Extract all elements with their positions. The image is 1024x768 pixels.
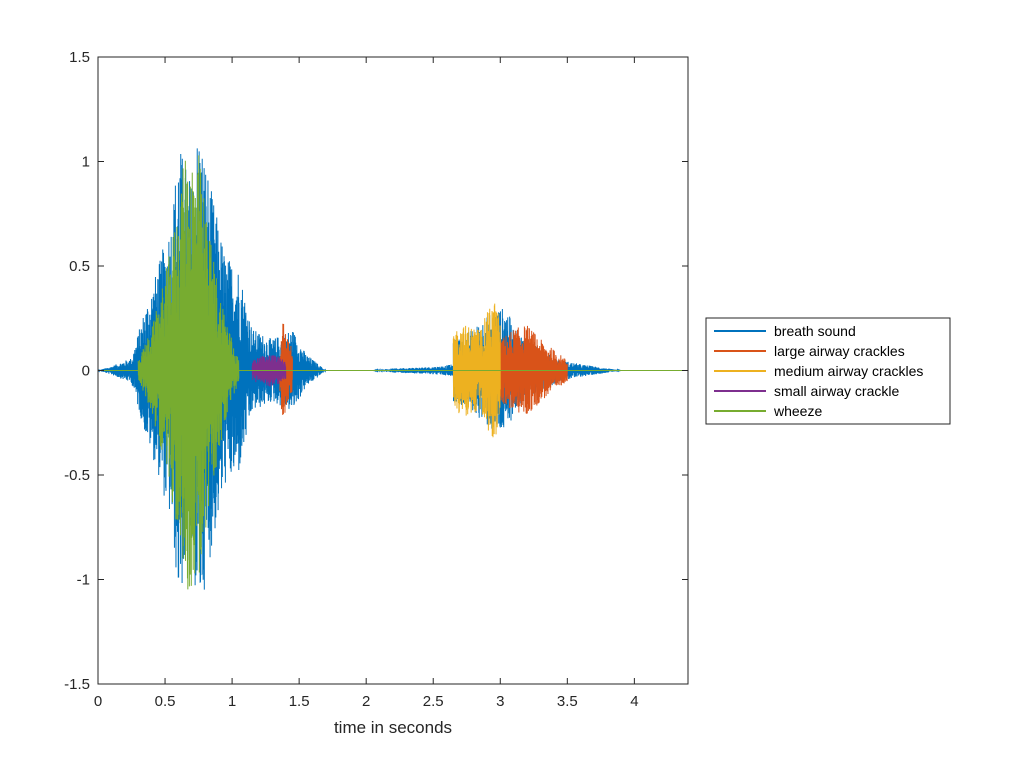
- legend: breath sound large airway crackles medium …: [705, 317, 951, 425]
- x-tick-label: 4: [630, 693, 638, 710]
- x-tick-label: 1: [228, 693, 236, 710]
- legend-entry-label: breath sound: [774, 323, 856, 339]
- y-tick-label: -0.5: [64, 467, 90, 484]
- y-tick-label: 0.5: [69, 258, 90, 275]
- x-tick-label: 0.5: [155, 693, 176, 710]
- x-tick-label: 1.5: [289, 693, 310, 710]
- x-tick-label: 2: [362, 693, 370, 710]
- series-medium-airway-crackles-segment-0: [452, 303, 501, 438]
- y-tick-label: 1.5: [69, 49, 90, 66]
- x-tick-label: 0: [94, 693, 102, 710]
- series-large-airway-crackles-segment-1: [499, 325, 568, 414]
- y-tick-label: -1: [77, 572, 90, 589]
- x-axis-label: time in seconds: [334, 718, 452, 737]
- y-tick-label: 0: [82, 363, 90, 380]
- series-wheeze-segment-0: [137, 155, 240, 590]
- x-tick-label: 3: [496, 693, 504, 710]
- legend-entry-label: medium airway crackles: [774, 363, 923, 379]
- legend-entry-label: wheeze: [773, 403, 822, 419]
- y-tick-label: -1.5: [64, 676, 90, 693]
- legend-entry-label: small airway crackle: [774, 383, 899, 399]
- legend-entry-label: large airway crackles: [774, 343, 905, 359]
- series-large-airway-crackles-segment-0: [278, 323, 293, 415]
- x-tick-label: 2.5: [423, 693, 444, 710]
- x-tick-label: 3.5: [557, 693, 578, 710]
- y-tick-label: 1: [82, 154, 90, 171]
